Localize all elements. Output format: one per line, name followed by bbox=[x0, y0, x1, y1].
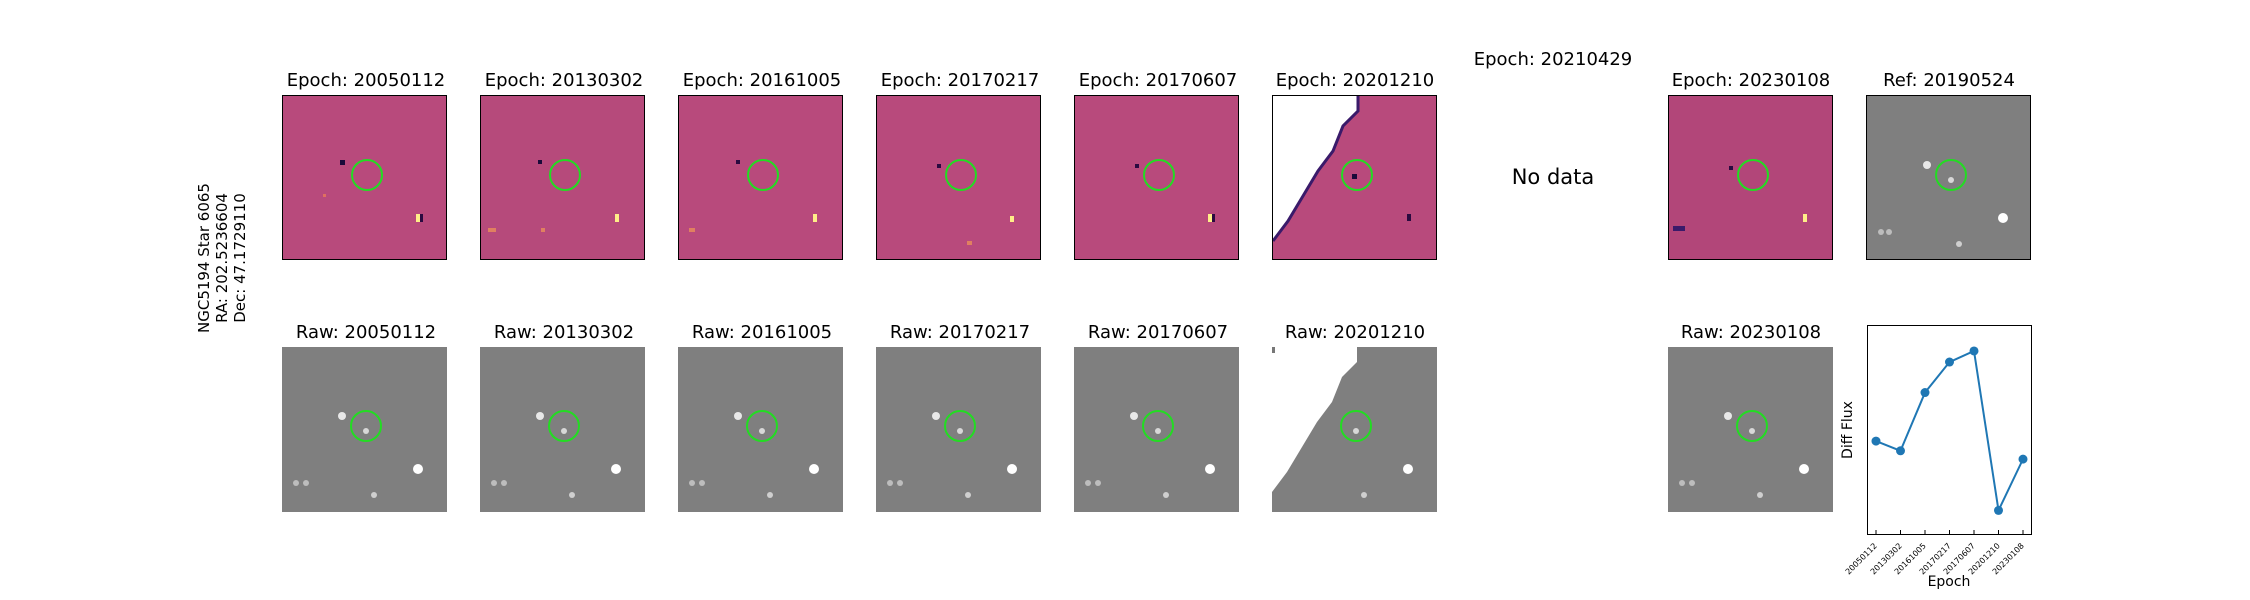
x-axis-label: Epoch bbox=[1927, 574, 1971, 590]
diff-title-2: Epoch: 20130302 bbox=[484, 70, 644, 91]
raw-image-5 bbox=[1074, 347, 1239, 512]
raw-image-1 bbox=[282, 347, 447, 512]
raw-title-7: Raw: 20230108 bbox=[1680, 322, 1822, 343]
y-axis-label: Diff Flux bbox=[1840, 401, 1856, 459]
raw-image-3 bbox=[678, 347, 843, 512]
object-label: NGC5194 Star 6065 RA: 202.5236604 Dec: 4… bbox=[195, 183, 249, 333]
raw-title-1: Raw: 20050112 bbox=[295, 322, 437, 343]
data-point bbox=[1969, 346, 1979, 356]
object-name: NGC5194 Star 6065 bbox=[195, 183, 213, 333]
raw-title-3: Raw: 20161005 bbox=[691, 322, 833, 343]
diff-image-5 bbox=[1074, 95, 1239, 260]
diff-image-1 bbox=[282, 95, 447, 260]
raw-title-2: Raw: 20130302 bbox=[493, 322, 635, 343]
raw-image-6 bbox=[1272, 347, 1437, 512]
data-point bbox=[1994, 505, 2003, 515]
diff-title-4: Epoch: 20170217 bbox=[880, 70, 1040, 91]
data-point bbox=[1920, 388, 1930, 398]
diff-title-8: Epoch: 20230108 bbox=[1671, 70, 1831, 91]
diff-title-1: Epoch: 20050112 bbox=[286, 70, 446, 91]
diff-title-3: Epoch: 20161005 bbox=[682, 70, 842, 91]
no-data-message: No data bbox=[1511, 165, 1595, 189]
raw-image-2 bbox=[480, 347, 645, 512]
object-ra: RA: 202.5236604 bbox=[213, 193, 231, 323]
raw-title-4: Raw: 20170217 bbox=[889, 322, 1031, 343]
raw-title-6: Raw: 20201210 bbox=[1284, 322, 1426, 343]
ref-image bbox=[1866, 95, 2031, 260]
series-line bbox=[1875, 349, 2024, 514]
diff-image-2 bbox=[480, 95, 645, 260]
diff-image-3 bbox=[678, 95, 843, 260]
data-point bbox=[1871, 436, 1881, 446]
raw-title-5: Raw: 20170607 bbox=[1087, 322, 1229, 343]
raw-image-7 bbox=[1668, 347, 1833, 512]
diff-title-5: Epoch: 20170607 bbox=[1078, 70, 1238, 91]
data-point bbox=[1945, 357, 1954, 367]
diff-image-6 bbox=[1272, 95, 1437, 260]
diff-title-6: Epoch: 20201210 bbox=[1275, 70, 1435, 91]
data-point bbox=[2018, 454, 2028, 464]
diff-title-7: Epoch: 20210429 bbox=[1473, 49, 1633, 70]
diff-image-8 bbox=[1668, 95, 1833, 260]
raw-image-4 bbox=[876, 347, 1041, 512]
lightcurve-plot bbox=[1867, 325, 2032, 535]
object-dec: Dec: 47.1729110 bbox=[231, 193, 249, 323]
diff-image-4 bbox=[876, 95, 1041, 260]
lightcurve-svg bbox=[1871, 346, 2028, 534]
ref-title: Ref: 20190524 bbox=[1883, 70, 2015, 91]
data-point bbox=[1896, 446, 1905, 456]
